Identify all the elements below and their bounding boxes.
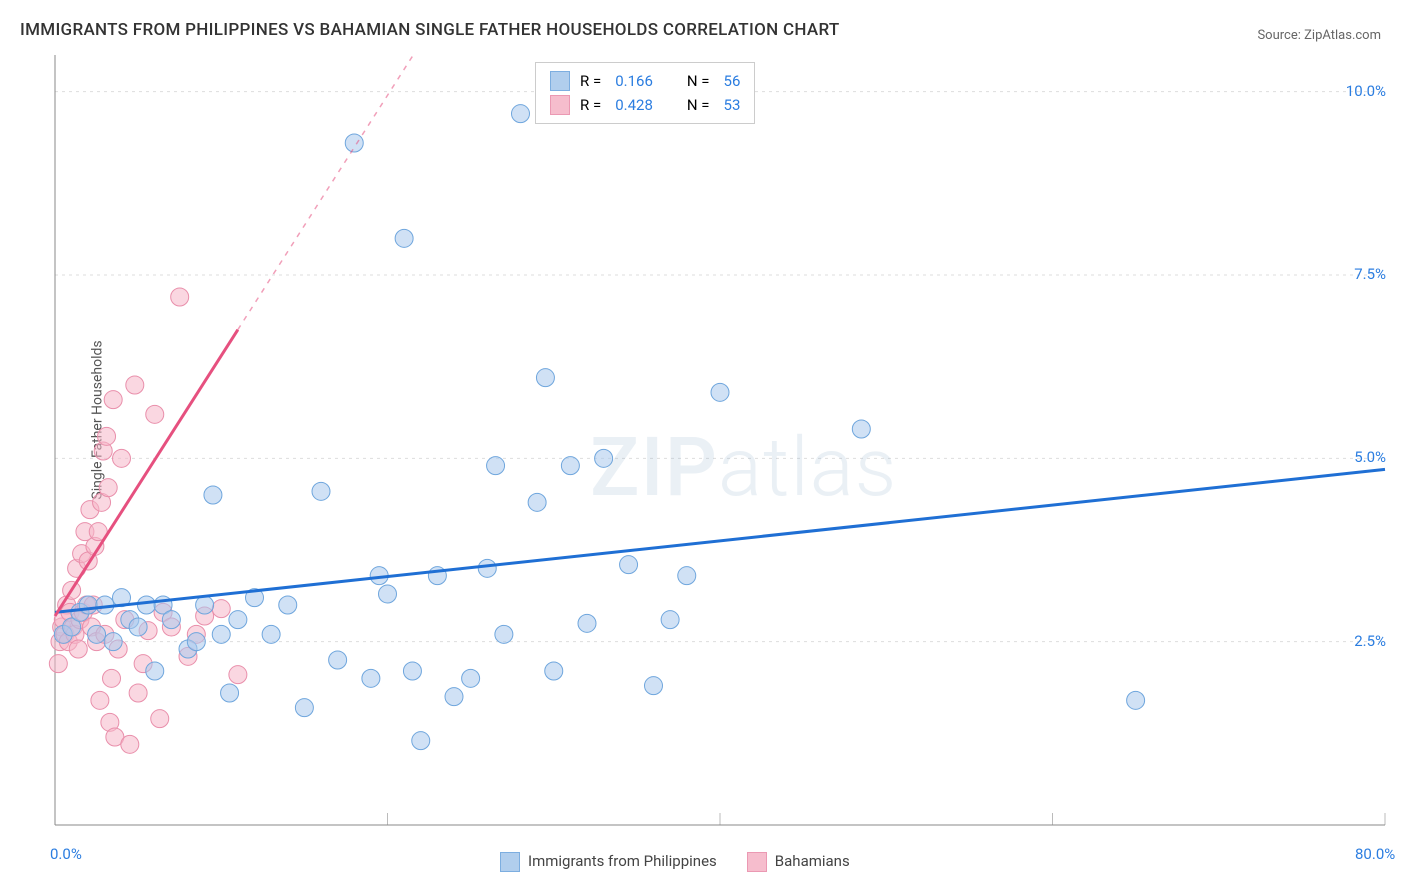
legend-stat-row: R = 0.428 N = 53 xyxy=(550,93,740,117)
legend-series-label: Bahamians xyxy=(775,852,850,870)
legend-n-label: N = xyxy=(687,72,710,90)
legend-swatch xyxy=(500,852,520,872)
legend-r-value: 0.166 xyxy=(615,72,653,90)
legend-r-label: R = xyxy=(580,72,601,90)
correlation-chart xyxy=(0,0,1406,892)
legend-swatch xyxy=(550,95,570,115)
legend-series: Immigrants from Philippines Bahamians xyxy=(500,852,850,872)
y-tick-label: 7.5% xyxy=(1354,265,1386,283)
legend-swatch xyxy=(747,852,767,872)
legend-stat-row: R = 0.166 N = 56 xyxy=(550,69,740,93)
legend-n-value: 56 xyxy=(724,72,741,90)
legend-series-label: Immigrants from Philippines xyxy=(528,852,717,870)
x-tick-label: 0.0% xyxy=(50,845,82,863)
x-tick-label: 80.0% xyxy=(1355,845,1395,863)
legend-r-label: R = xyxy=(580,96,601,114)
legend-series-item: Bahamians xyxy=(747,852,850,872)
y-tick-label: 10.0% xyxy=(1346,82,1386,100)
legend-stats: R = 0.166 N = 56 R = 0.428 N = 53 xyxy=(535,62,755,124)
legend-series-item: Immigrants from Philippines xyxy=(500,852,717,872)
legend-n-label: N = xyxy=(687,96,710,114)
legend-r-value: 0.428 xyxy=(615,96,653,114)
y-tick-label: 2.5% xyxy=(1354,632,1386,650)
legend-n-value: 53 xyxy=(724,96,741,114)
y-tick-label: 5.0% xyxy=(1354,448,1386,466)
legend-swatch xyxy=(550,71,570,91)
